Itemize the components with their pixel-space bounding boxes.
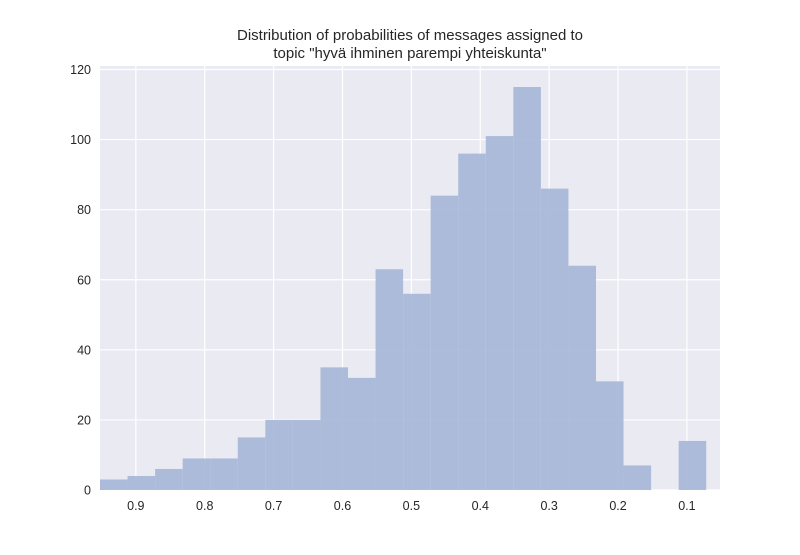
histogram-bar: [430, 195, 459, 490]
histogram-bar: [127, 475, 156, 490]
y-tick-label: 20: [77, 413, 91, 427]
y-axis-ticks: 0 20 40 60 80 100 120: [70, 63, 91, 497]
x-axis-ticks: 0.9 0.8 0.7 0.6 0.5 0.4 0.3 0.2 0.1: [127, 499, 696, 513]
x-tick-label: 0.3: [540, 499, 557, 513]
x-tick-label: 0.4: [472, 499, 489, 513]
histogram-bar: [155, 468, 183, 490]
x-tick-label: 0.1: [678, 499, 695, 513]
histogram-bar: [403, 293, 431, 490]
histogram-bar: [292, 419, 321, 490]
histogram-bar: [540, 188, 569, 490]
histogram-bars: [100, 87, 707, 491]
histogram-bar: [100, 479, 128, 490]
y-tick-label: 80: [77, 203, 91, 217]
histogram-bar: [623, 465, 652, 490]
y-tick-label: 40: [77, 343, 91, 357]
y-tick-label: 60: [77, 273, 91, 287]
histogram-bar: [375, 269, 404, 490]
histogram-bar: [320, 367, 348, 490]
histogram-bar: [568, 265, 596, 490]
chart-subtitle: topic "hyvä ihminen parempi yhteiskunta": [273, 45, 546, 62]
x-tick-label: 0.9: [127, 499, 144, 513]
histogram-bar: [485, 136, 514, 490]
histogram-bar: [182, 458, 211, 490]
histogram-bar: [596, 381, 624, 490]
histogram-bar: [265, 419, 293, 490]
chart-title: Distribution of probabilities of message…: [237, 27, 583, 44]
y-tick-label: 100: [70, 133, 91, 147]
x-tick-label: 0.6: [334, 499, 351, 513]
x-tick-label: 0.8: [196, 499, 213, 513]
histogram-bar: [210, 458, 238, 490]
y-tick-label: 0: [84, 484, 91, 498]
x-tick-label: 0.2: [609, 499, 626, 513]
histogram-bar: [678, 440, 707, 490]
histogram-bar: [513, 87, 541, 491]
histogram-bar: [237, 437, 266, 490]
x-tick-label: 0.7: [265, 499, 282, 513]
histogram-bar: [348, 377, 376, 490]
y-tick-label: 120: [70, 63, 91, 77]
x-tick-label: 0.5: [403, 499, 420, 513]
histogram-bar: [458, 153, 486, 490]
